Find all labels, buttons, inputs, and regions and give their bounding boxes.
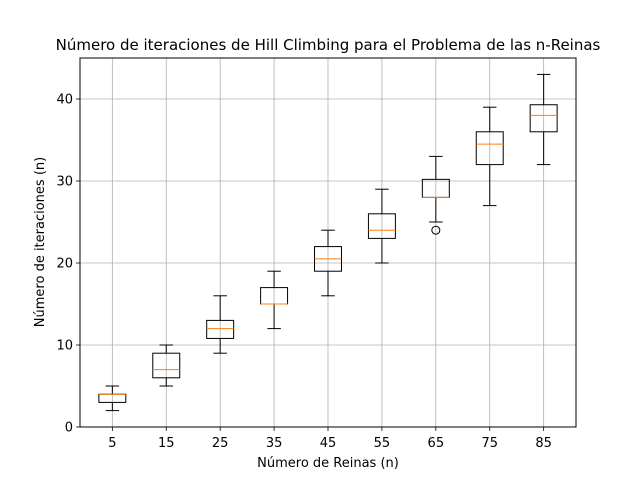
outlier-point	[431, 225, 441, 235]
iqr-box	[475, 131, 504, 166]
box-85	[529, 73, 558, 166]
y-axis-label: Número de iteraciones (n)	[33, 157, 48, 327]
chart-title: Número de iteraciones de Hill Climbing p…	[56, 36, 601, 54]
box-45	[314, 229, 342, 297]
x-tick-label: 55	[374, 436, 391, 451]
box-25	[206, 295, 235, 354]
box-5	[98, 385, 127, 412]
y-tick-label: 10	[56, 339, 73, 354]
box-35	[260, 270, 289, 330]
x-tick-label: 45	[320, 436, 337, 451]
x-axis-label: Número de Reinas (n)	[257, 456, 399, 471]
y-tick-label: 30	[56, 175, 73, 190]
y-tick-label: 0	[65, 421, 73, 436]
x-tick-label: 85	[535, 436, 552, 451]
x-tick-label: 75	[481, 436, 498, 451]
x-tick-label: 35	[266, 436, 283, 451]
iqr-box	[152, 352, 181, 379]
x-tick-label: 15	[158, 436, 175, 451]
axis-ticks: 5 15 25 35 45 55 65 75 85 0 10 20 30 40	[56, 93, 551, 452]
iqr-box	[367, 213, 396, 239]
x-tick-label: 5	[108, 436, 116, 451]
box-55	[367, 188, 396, 264]
y-tick-label: 20	[56, 257, 73, 272]
x-tick-label: 65	[428, 436, 445, 451]
iqr-box	[206, 319, 235, 339]
y-tick-label: 40	[56, 93, 73, 108]
box-75	[475, 106, 504, 207]
box-series	[98, 73, 558, 412]
box-65	[421, 155, 450, 235]
box-15	[152, 344, 181, 387]
x-tick-label: 25	[212, 436, 229, 451]
iqr-box	[529, 104, 558, 133]
